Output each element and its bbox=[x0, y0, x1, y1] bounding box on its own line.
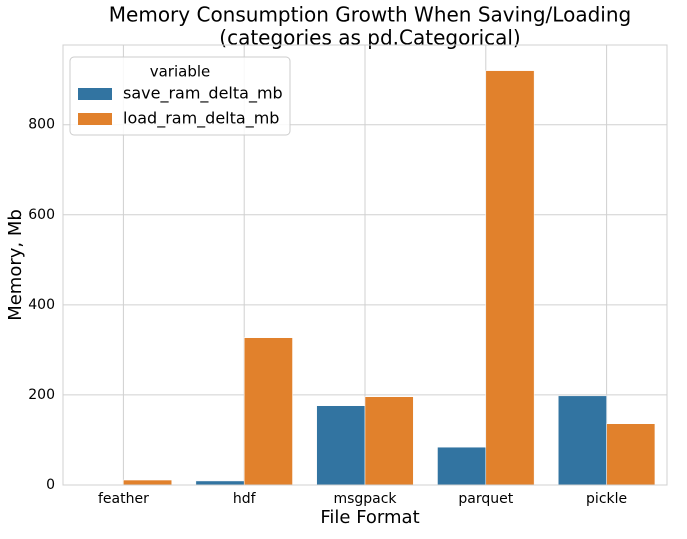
x-axis-label: File Format bbox=[320, 507, 419, 528]
legend-title: variable bbox=[150, 63, 211, 81]
chart-title: Memory Consumption Growth When Saving/Lo… bbox=[109, 3, 631, 27]
bar bbox=[607, 424, 655, 485]
bar bbox=[437, 447, 485, 485]
y-tick-label: 800 bbox=[28, 117, 55, 133]
bar bbox=[244, 338, 292, 485]
x-tick-label: feather bbox=[98, 491, 149, 507]
legend-swatch bbox=[78, 88, 112, 100]
y-axis-label: Memory, Mb bbox=[5, 209, 26, 321]
y-tick-label: 400 bbox=[28, 297, 55, 313]
x-tick-label: parquet bbox=[458, 491, 513, 507]
bar bbox=[365, 397, 413, 485]
x-tick-label: hdf bbox=[233, 491, 257, 507]
y-tick-label: 600 bbox=[28, 207, 55, 223]
x-tick-label: pickle bbox=[586, 491, 627, 507]
y-tick-label: 200 bbox=[28, 387, 55, 403]
bar bbox=[196, 481, 244, 485]
x-tick-label: msgpack bbox=[333, 491, 397, 507]
legend-label: load_ram_delta_mb bbox=[123, 109, 279, 129]
bar bbox=[317, 406, 365, 485]
bar bbox=[558, 396, 606, 485]
y-tick-label: 0 bbox=[46, 477, 55, 493]
bar bbox=[123, 480, 171, 485]
bar bbox=[486, 71, 534, 485]
legend-swatch bbox=[78, 113, 112, 125]
chart-subtitle: (categories as pd.Categorical) bbox=[219, 26, 520, 50]
legend-label: save_ram_delta_mb bbox=[123, 84, 283, 104]
